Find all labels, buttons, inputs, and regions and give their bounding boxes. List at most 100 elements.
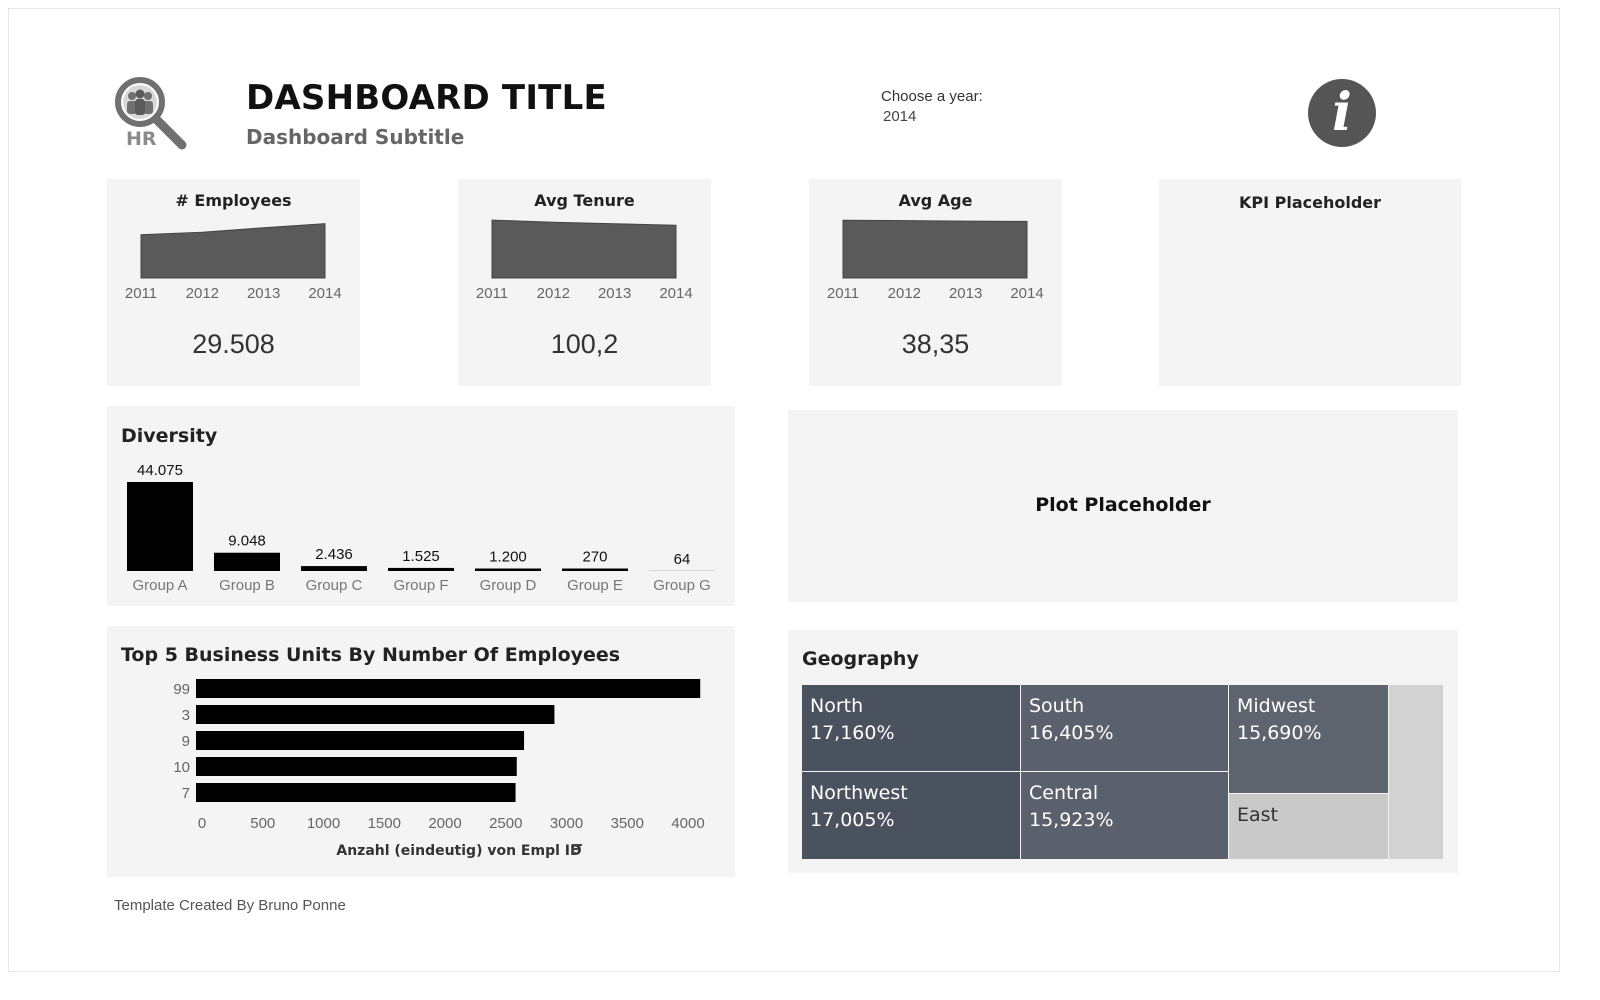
year-filter-label: Choose a year: xyxy=(881,88,983,105)
treemap-cell-name: North xyxy=(810,695,864,717)
spark-tick-label: 2011 xyxy=(125,285,157,302)
x-tick-label: 500 xyxy=(250,815,275,832)
spark-tick-label: 2012 xyxy=(888,285,921,302)
spark-tick-label: 2013 xyxy=(598,285,631,302)
spark-area xyxy=(842,219,1028,279)
diversity-data-label: 2.436 xyxy=(315,546,353,563)
spark-tick-label: 2013 xyxy=(949,285,982,302)
treemap-cell-value: 15,690% xyxy=(1237,722,1322,744)
business-unit-bar xyxy=(196,705,555,724)
x-axis-label: Anzahl (eindeutig) von Empl ID xyxy=(336,843,581,859)
diversity-category-label: Group D xyxy=(480,577,537,594)
diversity-data-label: 1.200 xyxy=(489,549,527,566)
treemap-cell-name: Northwest xyxy=(810,782,908,804)
kpi-card-age: Avg Age 2011 2012 2013 2014 38,35 xyxy=(809,179,1062,386)
diversity-category-label: Group A xyxy=(132,577,187,594)
diversity-category-label: Group E xyxy=(567,577,623,594)
diversity-bar xyxy=(214,552,280,571)
diversity-bar xyxy=(301,566,367,571)
kpi-card-employees: # Employees 2011 2012 2013 2014 29.508 xyxy=(107,179,360,386)
spark-area xyxy=(491,219,677,279)
business-unit-bar xyxy=(196,731,525,750)
kpi-value: 38,35 xyxy=(901,329,970,359)
treemap-cell-value: 16,405% xyxy=(1029,722,1114,744)
treemap-cell-value: 15,923% xyxy=(1029,809,1114,831)
kpi-title: Avg Age xyxy=(898,191,973,210)
info-icon[interactable]: i xyxy=(1308,79,1376,147)
diversity-bar xyxy=(388,567,454,571)
treemap-cell-south[interactable]: South 16,405% xyxy=(1021,685,1228,771)
employees-sparkline: 2011 2012 2013 2014 xyxy=(125,223,342,302)
business-unit-bar xyxy=(196,679,701,698)
diversity-data-label: 270 xyxy=(582,549,607,566)
treemap-cell-name: Midwest xyxy=(1237,695,1316,717)
kpi-card-placeholder: KPI Placeholder xyxy=(1159,179,1461,386)
diversity-bar-chart: 44.075 Group A 9.048 Group B 2.436 Group C 1.5… xyxy=(127,462,715,594)
spark-tick-label: 2013 xyxy=(247,285,280,302)
plot-placeholder-panel: Plot Placeholder xyxy=(788,410,1458,602)
x-tick-label: 2000 xyxy=(428,815,461,832)
spark-tick-label: 2011 xyxy=(827,285,859,302)
diversity-bar xyxy=(475,568,541,571)
business-unit-label: 3 xyxy=(182,707,190,724)
diversity-category-label: Group G xyxy=(653,577,711,594)
geography-panel: Geography North 17,160% Northwest 17,005% So… xyxy=(788,630,1458,873)
dashboard-subtitle: Dashboard Subtitle xyxy=(246,125,465,149)
x-tick-label: 2500 xyxy=(489,815,522,832)
kpi-value: 29.508 xyxy=(192,329,275,359)
spark-tick-label: 2014 xyxy=(1010,285,1043,302)
diversity-category-label: Group F xyxy=(393,577,448,594)
year-filter-select[interactable]: 2014 xyxy=(883,108,917,125)
x-tick-label: 3000 xyxy=(550,815,583,832)
treemap-cell-northwest[interactable]: Northwest 17,005% xyxy=(802,772,1020,859)
x-tick-label: 1500 xyxy=(368,815,401,832)
diversity-data-label: 64 xyxy=(674,551,691,568)
business-unit-label: 9 xyxy=(182,733,190,750)
treemap-cell-east[interactable]: East xyxy=(1229,794,1388,859)
kpi-title: Avg Tenure xyxy=(534,191,635,210)
hr-magnifier-icon xyxy=(115,77,187,150)
sort-icon[interactable] xyxy=(572,844,582,854)
kpi-value: 100,2 xyxy=(550,329,619,359)
x-tick-label: 4000 xyxy=(671,815,704,832)
x-tick-label: 1000 xyxy=(307,815,340,832)
spark-tick-label: 2014 xyxy=(308,285,341,302)
diversity-bar xyxy=(127,482,193,571)
treemap-cell-north[interactable]: North 17,160% xyxy=(802,685,1020,771)
kpi-title: # Employees xyxy=(175,191,292,210)
spark-tick-label: 2011 xyxy=(476,285,508,302)
spark-tick-label: 2012 xyxy=(537,285,570,302)
business-units-panel: Top 5 Business Units By Number Of Employ… xyxy=(107,626,735,877)
business-unit-bar xyxy=(196,757,517,776)
treemap-cell-name: Central xyxy=(1029,782,1099,804)
geography-title: Geography xyxy=(802,648,919,670)
dashboard-title: DASHBOARD TITLE xyxy=(246,78,607,118)
diversity-data-label: 44.075 xyxy=(137,462,183,479)
business-unit-label: 7 xyxy=(182,785,190,802)
footer-credit: Template Created By Bruno Ponne xyxy=(114,897,346,914)
spark-tick-label: 2012 xyxy=(186,285,219,302)
treemap-cell-name: South xyxy=(1029,695,1085,717)
x-tick-label: 3500 xyxy=(611,815,644,832)
hr-logo: HR xyxy=(110,74,190,154)
x-tick-label: 0 xyxy=(198,815,206,832)
business-unit-label: 10 xyxy=(173,759,190,776)
plot-placeholder-label: Plot Placeholder xyxy=(1035,494,1211,516)
kpi-card-tenure: Avg Tenure 2011 2012 2013 2014 100,2 xyxy=(458,179,711,386)
treemap-cell-value: 17,160% xyxy=(810,722,895,744)
treemap-cell-central[interactable]: Central 15,923% xyxy=(1021,772,1228,859)
business-units-bar-chart: 99 3 9 10 70 500 1000 1500 2000 2500 3000 3500 4000 A… xyxy=(173,679,705,859)
treemap-cell-other[interactable] xyxy=(1389,685,1443,859)
treemap-cell-name: East xyxy=(1237,804,1278,826)
diversity-panel: Diversity 44.075 Group A 9.048 Group B 2.436… xyxy=(107,406,735,606)
treemap-cell-value: 17,005% xyxy=(810,809,895,831)
business-unit-bar xyxy=(196,783,516,802)
treemap-cell-midwest[interactable]: Midwest 15,690% xyxy=(1229,685,1388,793)
kpi-title: KPI Placeholder xyxy=(1238,193,1382,212)
diversity-title: Diversity xyxy=(121,425,218,447)
spark-area xyxy=(140,223,326,279)
business-unit-label: 99 xyxy=(173,681,190,698)
hr-logo-text: HR xyxy=(126,128,157,150)
tenure-sparkline: 2011 2012 2013 2014 xyxy=(476,219,693,302)
diversity-bar xyxy=(562,568,628,571)
